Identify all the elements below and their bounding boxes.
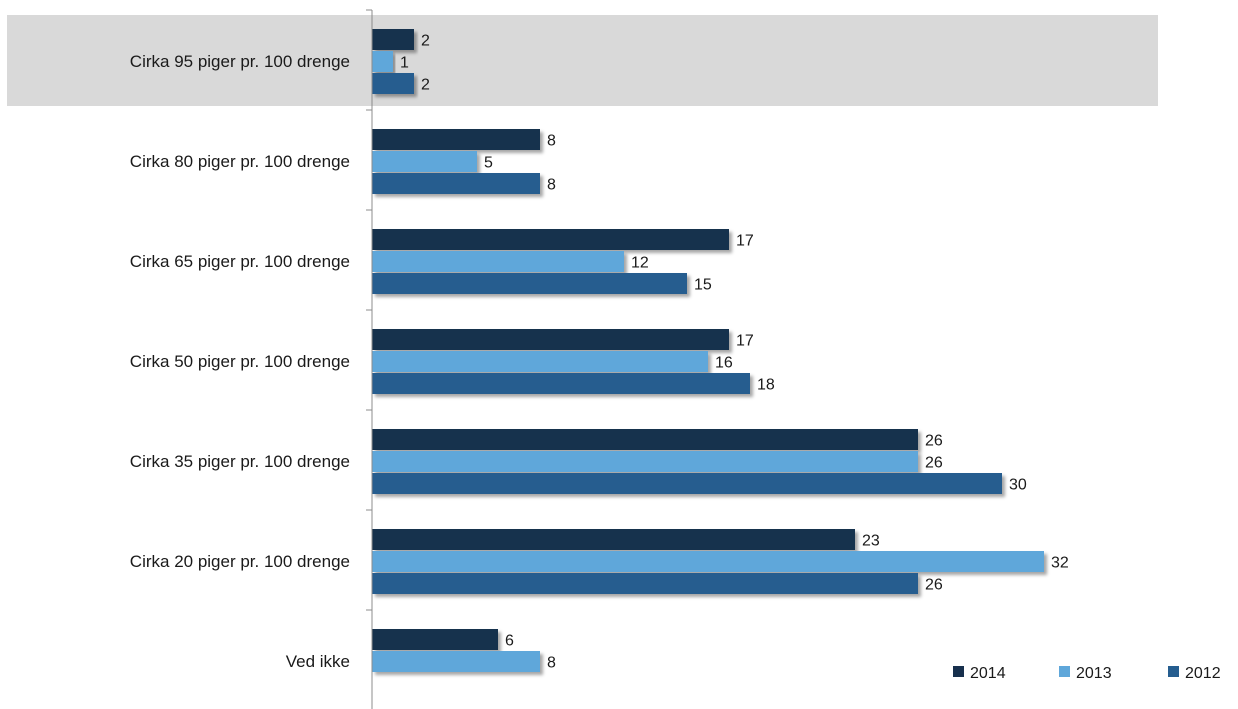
legend-swatch-2012 — [1168, 666, 1179, 677]
data-label-2014-cirka-50-piger-pr-100-drenge: 17 — [736, 333, 754, 350]
data-label-2013-cirka-20-piger-pr-100-drenge: 32 — [1051, 555, 1069, 572]
bar-2012-cirka-20-piger-pr-100-drenge — [372, 573, 918, 594]
bar-2013-ved-ikke — [372, 651, 540, 672]
data-label-2013-cirka-50-piger-pr-100-drenge: 16 — [715, 355, 733, 372]
bar-2014-cirka-20-piger-pr-100-drenge — [372, 529, 855, 550]
bar-2012-cirka-35-piger-pr-100-drenge — [372, 473, 1002, 494]
category-label-cirka-95-piger-pr-100-drenge: Cirka 95 piger pr. 100 drenge — [130, 52, 350, 71]
data-label-2013-ved-ikke: 8 — [547, 655, 556, 672]
bar-2014-cirka-65-piger-pr-100-drenge — [372, 229, 729, 250]
data-label-2013-cirka-95-piger-pr-100-drenge: 1 — [400, 55, 409, 72]
data-label-2013-cirka-35-piger-pr-100-drenge: 26 — [925, 455, 943, 472]
bar-2013-cirka-50-piger-pr-100-drenge — [372, 351, 708, 372]
bar-2013-cirka-20-piger-pr-100-drenge — [372, 551, 1044, 572]
legend-label-2012: 2012 — [1185, 665, 1221, 682]
bar-2013-cirka-95-piger-pr-100-drenge — [372, 51, 393, 72]
tick-group — [366, 9, 372, 611]
bars-group — [372, 29, 1044, 672]
bar-2014-cirka-50-piger-pr-100-drenge — [372, 329, 729, 350]
bar-2013-cirka-80-piger-pr-100-drenge — [372, 151, 477, 172]
bar-2014-cirka-80-piger-pr-100-drenge — [372, 129, 540, 150]
category-label-ved-ikke: Ved ikke — [286, 652, 350, 671]
data-label-2012-cirka-80-piger-pr-100-drenge: 8 — [547, 177, 556, 194]
bar-2014-cirka-35-piger-pr-100-drenge — [372, 429, 918, 450]
data-label-2012-cirka-65-piger-pr-100-drenge: 15 — [694, 277, 712, 294]
category-label-cirka-20-piger-pr-100-drenge: Cirka 20 piger pr. 100 drenge — [130, 552, 350, 571]
data-label-2013-cirka-65-piger-pr-100-drenge: 12 — [631, 255, 649, 272]
bar-2012-cirka-80-piger-pr-100-drenge — [372, 173, 540, 194]
legend-swatch-2014 — [953, 666, 964, 677]
category-label-cirka-65-piger-pr-100-drenge: Cirka 65 piger pr. 100 drenge — [130, 252, 350, 271]
bar-2013-cirka-65-piger-pr-100-drenge — [372, 251, 624, 272]
data-label-2014-cirka-95-piger-pr-100-drenge: 2 — [421, 33, 430, 50]
data-label-2014-cirka-20-piger-pr-100-drenge: 23 — [862, 533, 880, 550]
category-label-cirka-35-piger-pr-100-drenge: Cirka 35 piger pr. 100 drenge — [130, 452, 350, 471]
data-label-2013-cirka-80-piger-pr-100-drenge: 5 — [484, 155, 493, 172]
legend: 2014 2013 2012 — [953, 665, 1221, 682]
legend-label-2014: 2014 — [970, 665, 1006, 682]
data-label-2012-cirka-20-piger-pr-100-drenge: 26 — [925, 577, 943, 594]
bar-2012-cirka-50-piger-pr-100-drenge — [372, 373, 750, 394]
bar-2013-cirka-35-piger-pr-100-drenge — [372, 451, 918, 472]
legend-swatch-2013 — [1059, 666, 1070, 677]
highlight-band — [7, 15, 1158, 106]
bar-2012-cirka-65-piger-pr-100-drenge — [372, 273, 687, 294]
bar-2012-cirka-95-piger-pr-100-drenge — [372, 73, 414, 94]
data-label-2012-cirka-50-piger-pr-100-drenge: 18 — [757, 377, 775, 394]
data-label-2012-cirka-95-piger-pr-100-drenge: 2 — [421, 77, 430, 94]
category-label-cirka-50-piger-pr-100-drenge: Cirka 50 piger pr. 100 drenge — [130, 352, 350, 371]
category-label-cirka-80-piger-pr-100-drenge: Cirka 80 piger pr. 100 drenge — [130, 152, 350, 171]
data-label-2014-cirka-65-piger-pr-100-drenge: 17 — [736, 233, 754, 250]
data-label-2014-cirka-35-piger-pr-100-drenge: 26 — [925, 433, 943, 450]
legend-label-2013: 2013 — [1076, 665, 1112, 682]
data-label-2012-cirka-35-piger-pr-100-drenge: 30 — [1009, 477, 1027, 494]
bar-2014-cirka-95-piger-pr-100-drenge — [372, 29, 414, 50]
data-label-2014-ved-ikke: 6 — [505, 633, 514, 650]
bar-2014-ved-ikke — [372, 629, 498, 650]
data-label-2014-cirka-80-piger-pr-100-drenge: 8 — [547, 133, 556, 150]
